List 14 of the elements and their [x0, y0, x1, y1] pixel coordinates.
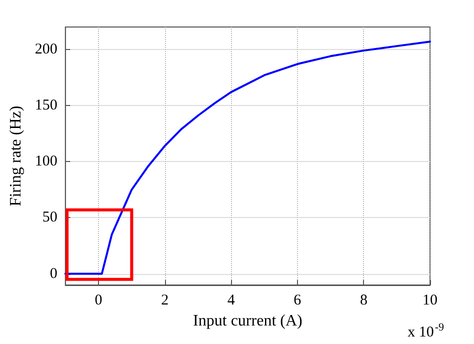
x-tick-label: 10	[422, 292, 438, 308]
x-tick-label: 2	[161, 292, 169, 308]
x-tick-label: 0	[94, 292, 102, 308]
y-tick-label: 0	[50, 266, 58, 282]
y-tick-label: 200	[34, 41, 58, 58]
y-tick-label: 150	[34, 98, 58, 114]
x-axis-title: Input current (A)	[193, 312, 302, 330]
y-axis-title: Firing rate (Hz)	[8, 106, 24, 206]
y-tick-label: 50	[42, 210, 58, 226]
x-tick-label: 8	[360, 292, 368, 308]
line-series	[64, 40, 431, 275]
x-tick-label: 6	[294, 292, 302, 308]
y-tick-label: 100	[34, 154, 58, 170]
x-tick-label: 4	[227, 292, 236, 308]
